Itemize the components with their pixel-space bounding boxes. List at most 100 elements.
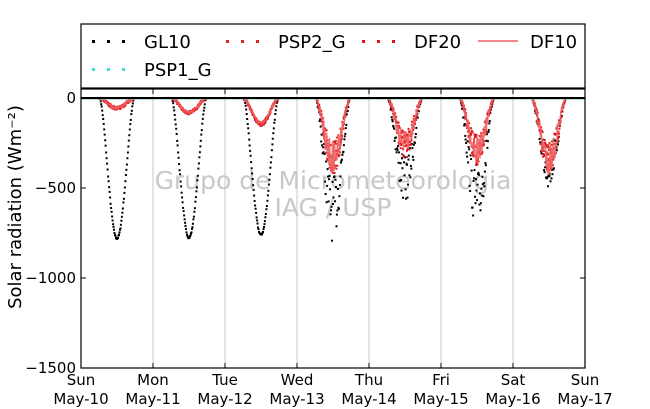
grid-lines <box>152 89 514 368</box>
data-point <box>244 104 247 107</box>
data-point <box>339 139 342 142</box>
data-point <box>543 150 546 153</box>
data-point <box>337 148 340 151</box>
data-point <box>468 184 471 187</box>
data-point <box>406 133 409 136</box>
data-point <box>129 118 132 121</box>
data-point <box>408 174 411 177</box>
y-tick-label: −500 <box>35 179 76 197</box>
data-point <box>414 136 417 139</box>
data-point <box>271 143 274 146</box>
data-point <box>100 103 103 106</box>
data-point <box>340 134 343 137</box>
data-point <box>322 151 325 154</box>
data-point <box>128 128 131 131</box>
data-point <box>555 147 558 149</box>
data-point <box>406 196 409 199</box>
data-point <box>481 183 484 186</box>
data-point <box>405 197 407 200</box>
data-point <box>395 136 398 139</box>
data-point <box>203 106 206 109</box>
x-tick-label-date: May-10 <box>53 390 108 408</box>
data-point <box>270 156 273 159</box>
data-point <box>322 121 325 124</box>
data-point <box>415 126 418 129</box>
data-point <box>469 154 472 157</box>
data-point <box>335 213 338 216</box>
data-point <box>101 114 104 117</box>
data-point <box>103 128 106 131</box>
data-point <box>330 209 332 212</box>
data-point <box>267 183 270 186</box>
data-point <box>257 228 260 231</box>
data-point <box>113 232 116 234</box>
data-point <box>102 122 105 125</box>
data-point <box>180 191 183 194</box>
x-tick-label-date: May-11 <box>125 390 180 408</box>
data-point <box>111 219 114 222</box>
data-point <box>246 118 249 120</box>
data-point <box>119 227 122 230</box>
series-df10 <box>81 96 585 174</box>
data-point <box>401 136 403 139</box>
data-point <box>414 119 417 121</box>
data-point <box>323 143 326 145</box>
data-point <box>336 188 339 190</box>
data-point <box>475 178 477 181</box>
axes: SunMay-10MonMay-11TueMay-12WedMay-13ThuM… <box>25 89 613 408</box>
data-point <box>411 155 414 158</box>
data-point <box>112 223 115 226</box>
data-point <box>192 215 195 218</box>
data-point <box>323 153 326 155</box>
data-point <box>263 226 265 228</box>
data-point <box>194 196 197 199</box>
data-point <box>193 109 196 112</box>
data-point <box>177 151 180 154</box>
data-point <box>261 233 263 236</box>
data-point <box>128 134 131 137</box>
data-point <box>556 143 559 146</box>
data-point <box>475 189 478 192</box>
data-point <box>345 123 348 126</box>
data-point <box>335 136 338 139</box>
data-point <box>401 153 403 156</box>
data-point <box>111 215 114 218</box>
legend-box <box>80 23 586 89</box>
data-point <box>324 193 327 195</box>
plot-frame <box>80 88 586 369</box>
data-point <box>119 228 121 231</box>
data-point <box>118 231 121 234</box>
data-point <box>402 196 404 199</box>
data-point <box>548 142 551 145</box>
data-point <box>130 113 133 116</box>
data-point <box>200 129 203 132</box>
data-point <box>556 137 559 140</box>
data-point <box>334 178 337 181</box>
data-point <box>256 219 259 222</box>
data-point <box>188 236 191 239</box>
data-point <box>123 186 126 189</box>
data-point <box>484 164 487 167</box>
data-point <box>324 127 327 130</box>
data-point <box>470 158 473 160</box>
data-point <box>403 155 405 158</box>
y-axis-label: Solar radiation (Wm⁻²) <box>5 105 26 309</box>
data-point <box>257 226 259 229</box>
data-point <box>325 129 328 132</box>
data-point <box>118 233 120 236</box>
data-point <box>275 105 278 108</box>
data-point <box>486 140 489 143</box>
data-point <box>173 109 176 112</box>
x-tick-label-date: May-13 <box>269 390 324 408</box>
data-point <box>191 222 194 225</box>
data-point <box>475 133 478 136</box>
data-point <box>109 196 112 199</box>
data-point <box>131 105 134 108</box>
x-tick-label-date: May-14 <box>341 390 396 408</box>
legend-dot-swatch <box>226 40 229 43</box>
data-point <box>248 138 251 141</box>
data-point <box>468 122 471 125</box>
data-point <box>392 125 395 128</box>
data-point <box>175 127 178 130</box>
data-point <box>195 186 198 189</box>
